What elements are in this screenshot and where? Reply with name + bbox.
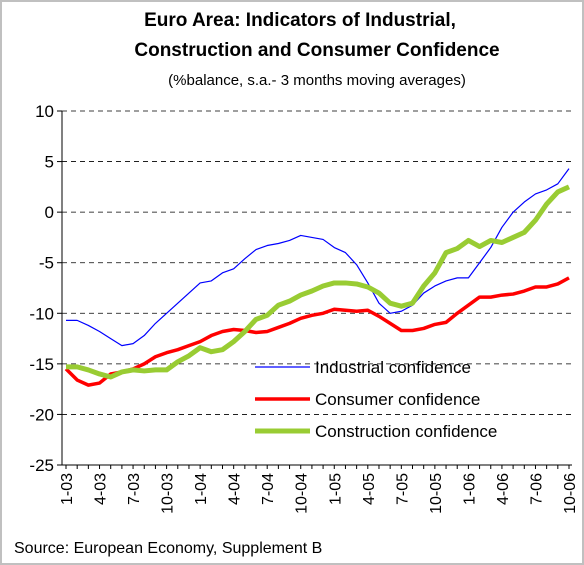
legend-label: Industrial confidence <box>315 358 471 377</box>
x-tick-label: 1-06 <box>461 473 478 505</box>
x-tick-label: 4-05 <box>361 473 378 505</box>
x-tick-label: 7-03 <box>126 473 143 505</box>
legend-label: Consumer confidence <box>315 390 480 409</box>
y-tick-label: -15 <box>29 355 54 374</box>
x-tick-label: 7-05 <box>394 473 411 505</box>
x-tick-label: 4-03 <box>93 473 110 505</box>
x-tick-label: 10-03 <box>160 473 177 514</box>
y-tick-label: -20 <box>29 405 54 424</box>
x-tick-label: 1-05 <box>327 473 344 505</box>
x-tick-label: 4-06 <box>495 473 512 505</box>
legend-label: Construction confidence <box>315 422 497 441</box>
chart-subtitle: (%balance, s.a.- 3 months moving average… <box>168 72 466 89</box>
x-tick-label: 10-05 <box>428 473 445 514</box>
x-tick-label: 7-06 <box>528 473 545 505</box>
chart-title: Construction and Consumer Confidence <box>134 40 499 61</box>
x-tick-label: 1-04 <box>193 473 210 505</box>
series-line <box>66 168 570 347</box>
series-line <box>64 276 570 387</box>
series-line <box>66 184 571 380</box>
y-tick-label: 10 <box>35 102 54 121</box>
chart-title: Euro Area: Indicators of Industrial, <box>144 10 456 31</box>
y-tick-label: -10 <box>29 304 54 323</box>
x-tick-label: 10-04 <box>294 473 311 514</box>
y-tick-label: 5 <box>45 153 54 172</box>
x-tick-label: 4-04 <box>227 473 244 505</box>
source: Source: European Economy, Supplement B <box>14 540 322 557</box>
y-tick-label: -25 <box>29 456 54 475</box>
x-tick-label: 7-04 <box>260 473 277 505</box>
x-tick-label: 1-03 <box>59 473 76 505</box>
x-tick-label: 10-06 <box>562 473 579 514</box>
y-tick-label: 0 <box>45 203 54 222</box>
y-tick-label: -5 <box>39 254 54 273</box>
